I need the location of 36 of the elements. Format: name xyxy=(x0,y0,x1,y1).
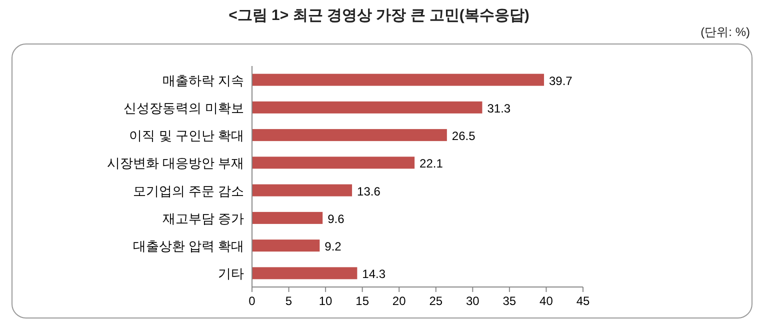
bar xyxy=(252,184,352,196)
y-tick-label: 모기업의 주문 감소 xyxy=(132,183,244,198)
x-tick-label: 45 xyxy=(576,294,590,308)
x-tick-label: 5 xyxy=(285,294,292,308)
bar xyxy=(252,74,544,86)
y-tick-label: 매출하락 지속 xyxy=(162,72,244,88)
x-tick-label: 10 xyxy=(318,294,333,308)
data-label: 39.7 xyxy=(549,74,573,88)
y-tick-label: 대출상환 압력 확대 xyxy=(132,238,244,254)
data-label: 31.3 xyxy=(487,101,511,116)
data-label: 9.6 xyxy=(328,212,345,226)
x-tick-label: 15 xyxy=(356,294,370,308)
data-label: 9.2 xyxy=(324,240,342,254)
data-label: 22.1 xyxy=(420,156,444,171)
bar xyxy=(252,212,323,224)
data-label: 26.5 xyxy=(452,129,476,144)
bar xyxy=(252,129,447,142)
x-tick-label: 35 xyxy=(502,294,516,308)
bar xyxy=(252,101,482,114)
y-tick-label: 기타 xyxy=(218,266,244,282)
y-tick-label: 재고부담 증가 xyxy=(162,210,244,226)
bar xyxy=(252,156,415,169)
x-tick-label: 40 xyxy=(540,294,554,308)
x-tick-label: 30 xyxy=(466,294,480,308)
chart-title: <그림 1> 최근 경영상 가장 큰 고민(복수응답) xyxy=(228,7,530,24)
text: (단위: %) xyxy=(700,25,750,39)
y-tick-label: 신성장동력의 미확보 xyxy=(123,100,244,116)
data-label: 14.3 xyxy=(362,267,386,282)
y-tick-label: 시장변화 대응방안 부재 xyxy=(106,156,244,171)
y-tick-label: 이직 및 구인난 확대 xyxy=(129,128,244,144)
data-label: 13.6 xyxy=(357,184,381,198)
x-tick-label: 0 xyxy=(248,294,256,308)
x-tick-label: 20 xyxy=(392,294,406,308)
bar xyxy=(252,267,358,280)
bar xyxy=(252,240,320,252)
x-tick-label: 25 xyxy=(429,294,443,308)
